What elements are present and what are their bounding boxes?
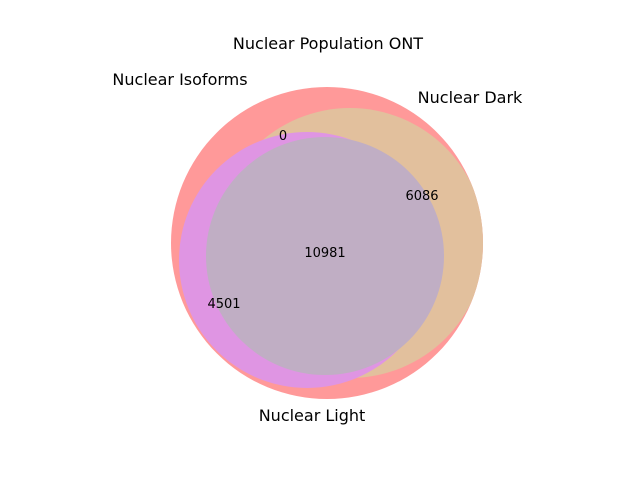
- set-label-dark: Nuclear Dark: [418, 88, 523, 107]
- count-all-three: 10981: [304, 246, 345, 261]
- set-region-all-three: [206, 137, 444, 375]
- count-isoforms-light: 4501: [207, 297, 240, 312]
- diagram-title: Nuclear Population ONT: [233, 34, 423, 53]
- set-label-isoforms: Nuclear Isoforms: [112, 70, 247, 89]
- set-label-light: Nuclear Light: [259, 406, 366, 425]
- count-isoforms-dark: 6086: [405, 189, 438, 204]
- count-isoforms-only: 0: [279, 129, 287, 144]
